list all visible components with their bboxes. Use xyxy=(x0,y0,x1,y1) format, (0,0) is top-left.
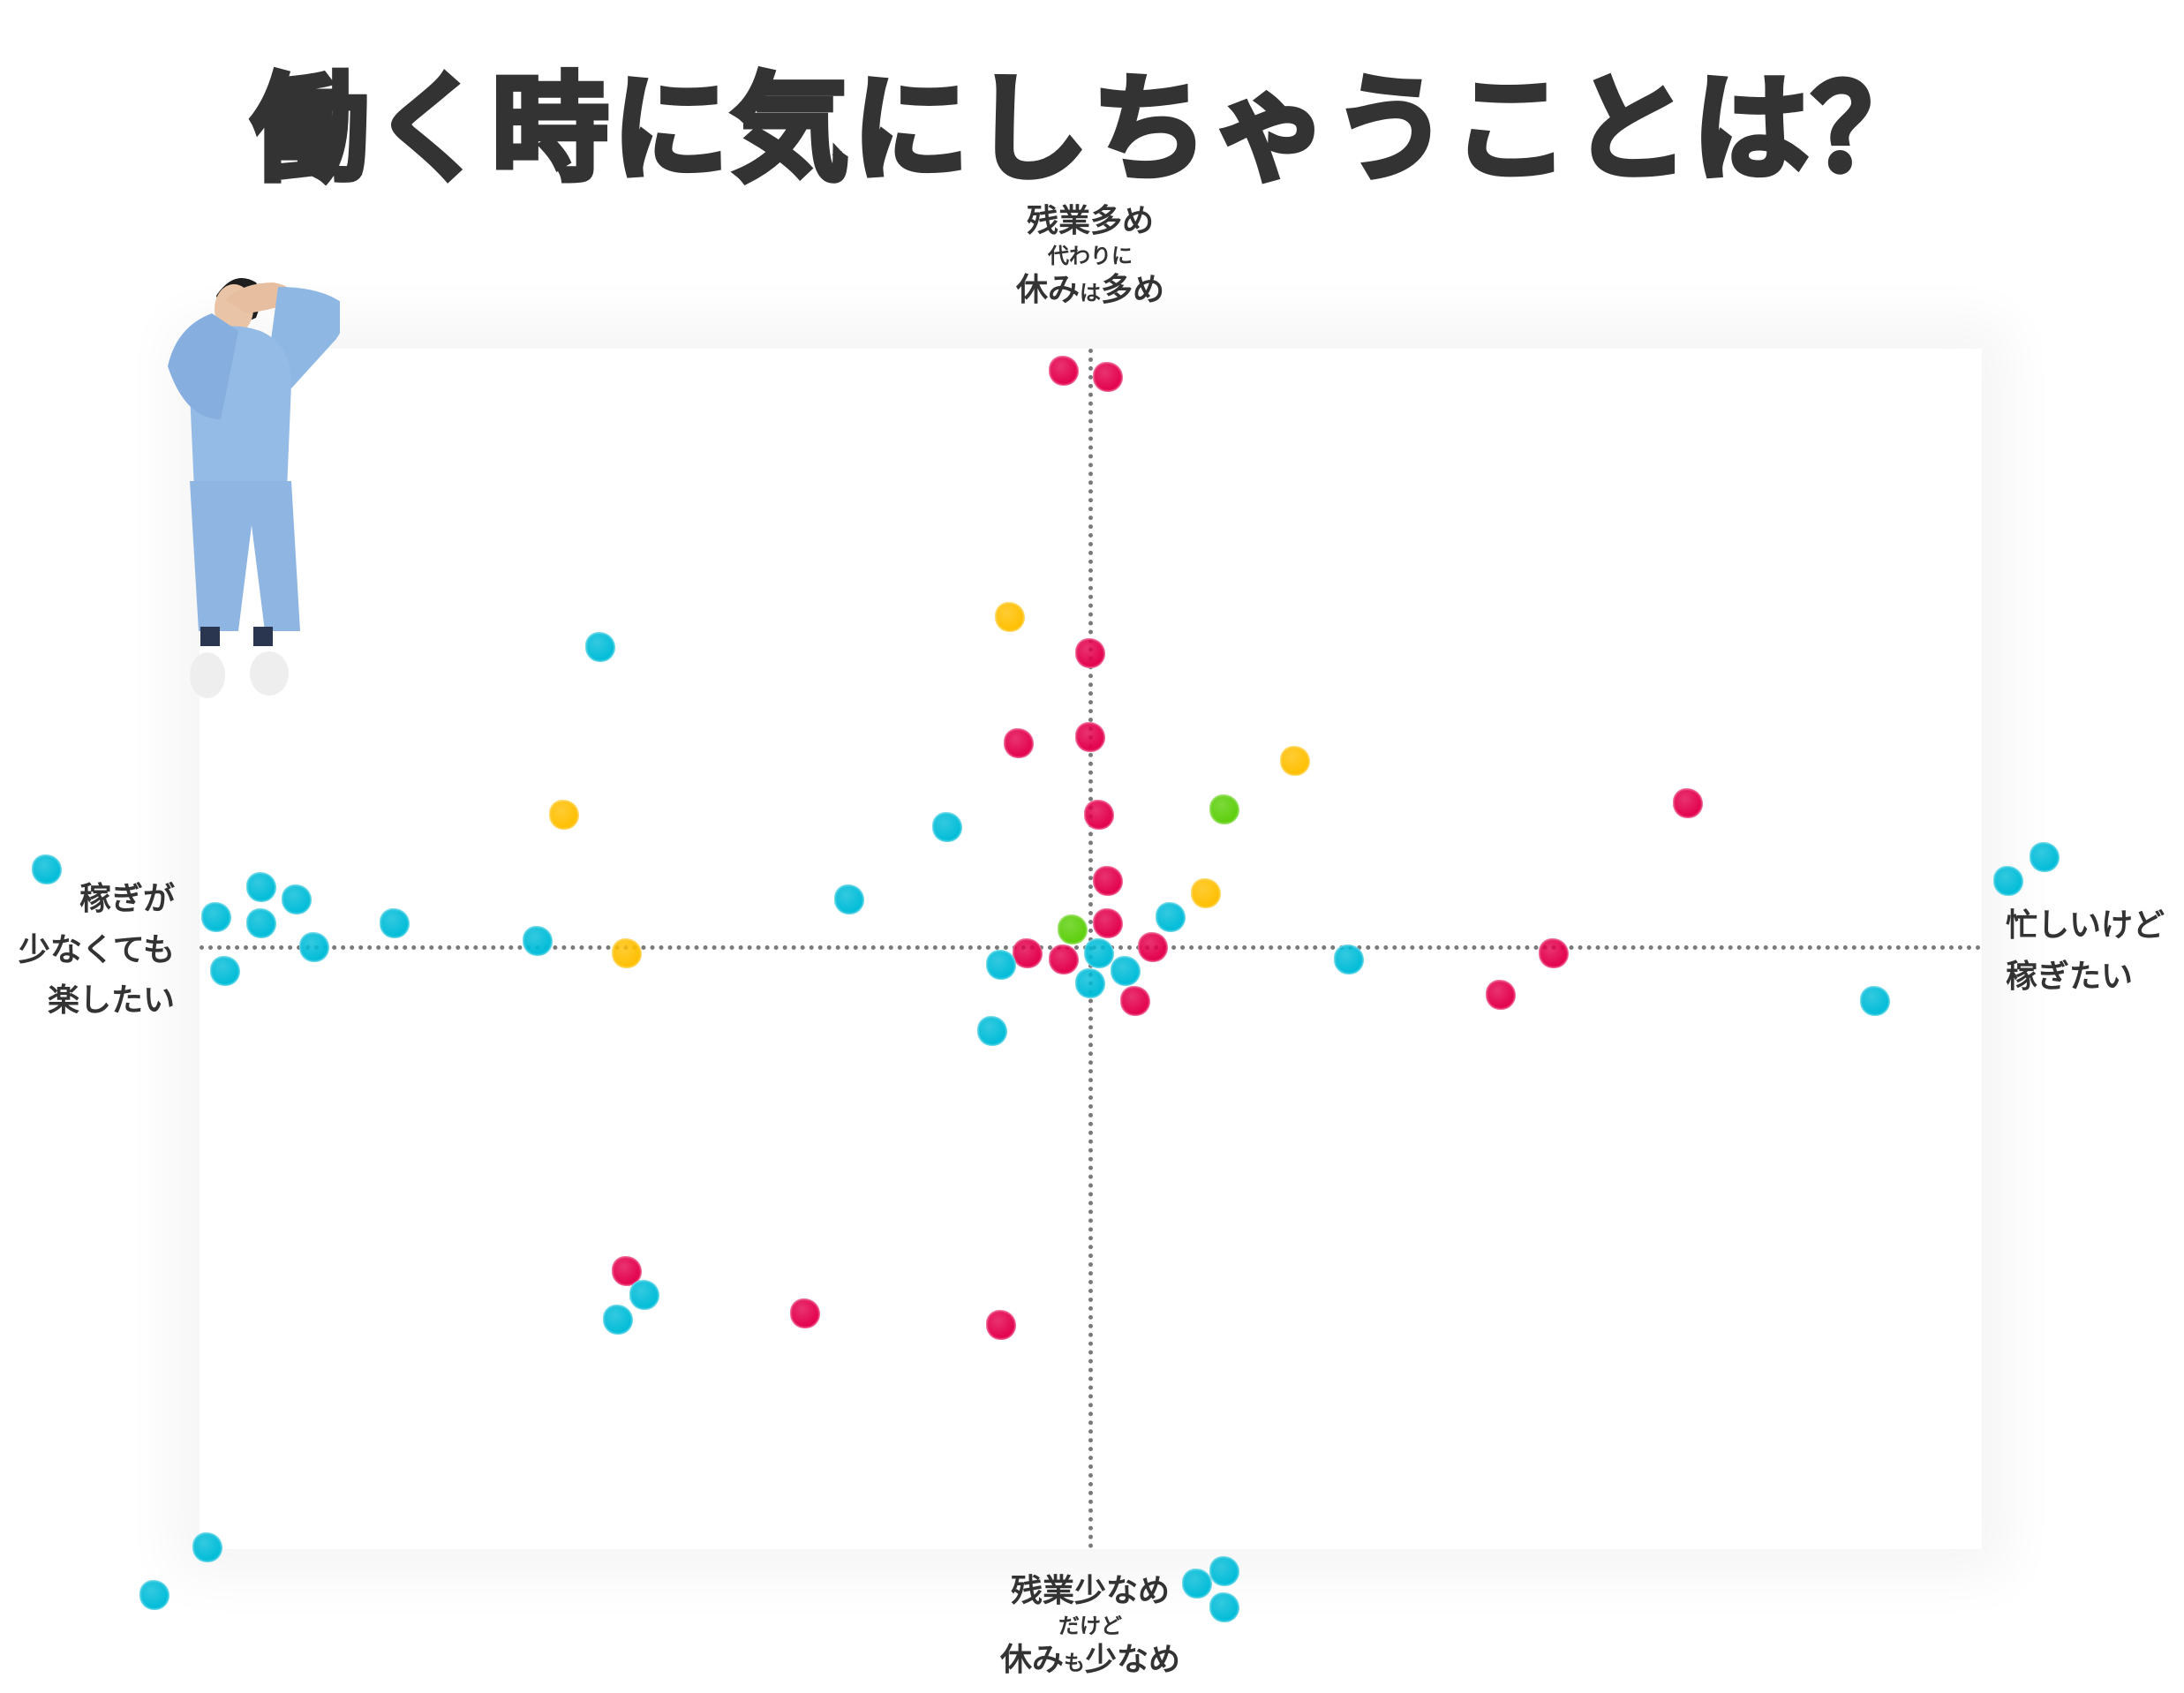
data-point-red xyxy=(1013,937,1043,968)
top-label-part: は xyxy=(1080,280,1101,305)
bottom-label-line1: 残業少なめ xyxy=(1010,1573,1170,1609)
data-point-red xyxy=(1084,800,1115,831)
data-point-cyan xyxy=(1859,986,1890,1017)
data-point-yellow xyxy=(549,800,580,831)
top-label-line1: 残業多め xyxy=(1026,203,1154,239)
top-axis-label: 残業多め 代わりに 休みは多め xyxy=(914,201,1267,312)
data-point-cyan xyxy=(282,884,313,914)
data-point-cyan xyxy=(201,902,232,932)
data-point-cyan xyxy=(629,1280,659,1311)
data-point-red xyxy=(1672,787,1703,818)
data-point-cyan xyxy=(299,932,330,962)
data-point-cyan xyxy=(1333,944,1364,974)
right-label-line2: 稼ぎたい xyxy=(2006,958,2134,995)
data-point-red xyxy=(1119,986,1150,1017)
data-point-cyan xyxy=(1209,1592,1239,1622)
top-label-part: 多め xyxy=(1101,271,1165,308)
top-label-part: 休み xyxy=(1015,271,1080,308)
data-point-cyan xyxy=(1182,1568,1213,1599)
data-point-cyan xyxy=(602,1304,633,1335)
data-point-cyan xyxy=(192,1532,223,1562)
data-point-cyan xyxy=(1084,937,1115,968)
data-point-green xyxy=(1209,794,1239,824)
bottom-label-part: 休み xyxy=(999,1641,1064,1678)
data-point-cyan xyxy=(1993,866,2024,897)
data-point-red xyxy=(1075,637,1105,668)
data-point-cyan xyxy=(2029,842,2060,872)
chart-title: 働く時に気にしちゃうことは？ xyxy=(249,59,1932,200)
data-point-cyan xyxy=(139,1580,169,1611)
data-point-red xyxy=(1137,932,1168,962)
bottom-label-part: 少なめ xyxy=(1085,1641,1181,1678)
data-point-red xyxy=(986,1310,1016,1341)
data-point-cyan xyxy=(1155,902,1186,932)
data-point-cyan xyxy=(245,907,276,938)
right-axis-label: 忙しいけど 稼ぎたい xyxy=(2006,900,2184,1002)
data-point-red xyxy=(1093,866,1124,897)
data-point-red xyxy=(1539,937,1570,968)
data-point-cyan xyxy=(245,872,276,902)
data-point-cyan xyxy=(1209,1556,1239,1587)
data-point-red xyxy=(1485,980,1516,1011)
data-point-red xyxy=(1048,356,1079,387)
data-point-red xyxy=(1004,727,1035,758)
data-point-red xyxy=(1048,944,1079,974)
person-illustration xyxy=(168,278,340,698)
data-point-yellow xyxy=(1191,877,1222,908)
left-axis-label: 稼ぎが 少なくても 楽したい xyxy=(0,874,175,1027)
bottom-axis-label: 残業少なめ だけど 休みも少なめ xyxy=(914,1571,1267,1682)
data-point-cyan xyxy=(834,884,865,914)
data-point-red xyxy=(1075,722,1105,752)
data-point-cyan xyxy=(1075,967,1105,998)
data-point-yellow xyxy=(611,937,642,968)
data-point-cyan xyxy=(932,812,963,842)
data-point-cyan xyxy=(976,1016,1007,1047)
data-point-cyan xyxy=(32,854,63,884)
data-point-yellow xyxy=(1280,746,1311,777)
bottom-label-line3: 休みも少なめ xyxy=(914,1640,1267,1682)
top-label-line2: 代わりに xyxy=(1048,243,1133,268)
data-point-red xyxy=(789,1298,820,1328)
left-label-line3: 楽したい xyxy=(47,982,175,1020)
left-label-line2: 少なくても xyxy=(18,931,175,968)
data-point-cyan xyxy=(522,926,553,957)
data-point-cyan xyxy=(986,950,1016,981)
data-point-cyan xyxy=(380,907,410,938)
left-label-line1: 稼ぎが xyxy=(79,881,175,917)
bottom-label-line2: だけど xyxy=(1058,1613,1122,1638)
data-point-red xyxy=(1093,907,1124,938)
data-point-cyan xyxy=(584,632,615,662)
data-point-red xyxy=(1093,362,1124,392)
top-label-line3: 休みは多め xyxy=(914,270,1267,312)
data-point-green xyxy=(1057,914,1088,944)
data-point-cyan xyxy=(1111,956,1141,987)
bottom-label-part: も xyxy=(1064,1650,1085,1675)
right-label-line1: 忙しいけど xyxy=(2006,907,2165,944)
data-point-yellow xyxy=(995,602,1026,632)
data-point-cyan xyxy=(210,956,241,987)
